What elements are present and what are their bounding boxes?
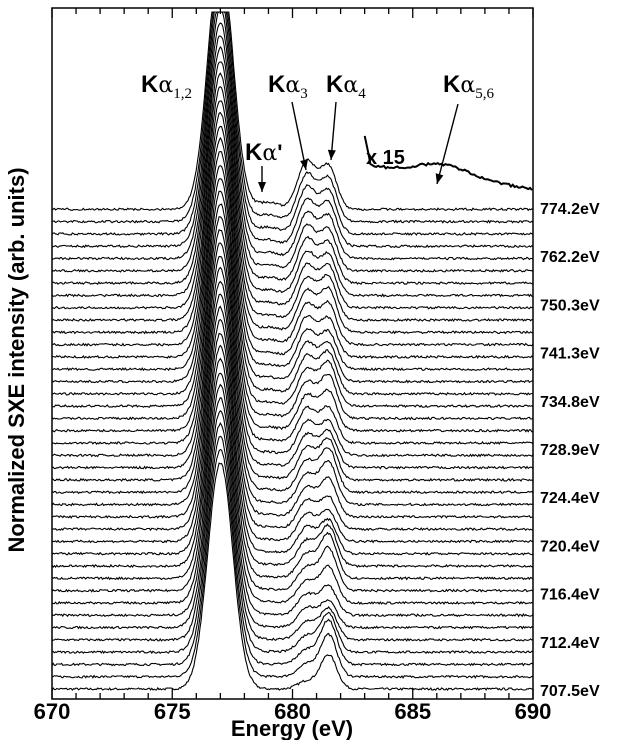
spectrum-trace [51,357,534,593]
excitation-energy-label: 707.5eV [540,683,600,700]
ka3-arrow-head [300,159,308,170]
spectrum-trace [51,11,534,212]
magnified-trace [363,135,533,191]
spectrum-trace [51,11,534,236]
spectrum-trace [51,280,534,519]
spectrum-trace [51,372,534,606]
spectrum-trace [51,136,534,384]
peak-label-ka56: Kα5,6 [443,71,494,102]
spectrum-trace [51,422,534,655]
excitation-energy-label: 712.4eV [540,635,600,652]
x-tick-label: 685 [394,699,431,724]
spectrum-trace [51,397,534,630]
spectrum-trace [51,462,534,692]
spectrum-trace [51,35,534,285]
spectrum-trace [51,72,534,323]
ka4-arrow-head [327,149,336,160]
excitation-energy-label: 734.8eV [540,394,600,411]
spectrum-trace [51,229,534,470]
spectrum-trace [51,22,534,273]
peak-label-ka12: Kα1,2 [141,71,192,102]
plot-area [51,7,534,700]
annotations: Kα1,2 Kα3 Kα4 Kα5,6 Kα' x 15 [141,71,494,192]
ka56-arrow [436,103,459,185]
ka56-arrow-head [435,173,444,184]
x-axis-title: Energy (eV) [231,716,353,740]
spectrum-trace [51,100,534,347]
y-axis-title: Normalized SXE intensity (arb. units) [4,167,29,552]
spectrum-trace [51,383,534,618]
spectrum-trace [51,11,534,249]
excitation-energy-label: 774.2eV [540,201,600,218]
spectrum-trace [51,305,534,544]
spectrum-trace [51,255,534,495]
spectrum-trace [51,86,534,335]
excitation-energy-label: 728.9eV [540,442,600,459]
x-ticks [51,8,534,699]
x-tick-label: 675 [154,699,191,724]
spectrum-trace [51,266,534,507]
magnification-label: x 15 [366,147,405,169]
spectrum-trace [51,61,534,310]
peak-label-ka3: Kα3 [268,71,308,102]
spectrum-trace [51,435,534,667]
spectrum-trace [51,242,534,482]
x-tick-labels: 670 675 680 685 690 [34,699,552,724]
magnified-tail [363,135,533,191]
spectrum-trace [51,318,534,556]
x-tick-label: 680 [274,699,311,724]
excitation-energy-label: 720.4eV [540,538,600,555]
spectrum-trace [52,111,534,359]
spectrum-trace [51,409,534,642]
spectrum-trace [51,293,534,532]
spectrum-trace [51,203,534,446]
spectrum-trace [51,216,534,458]
spectrum-trace [51,332,534,569]
plot-frame [51,7,534,700]
spectrum-trace [51,190,534,433]
excitation-energy-label: 762.2eV [540,249,600,266]
x-tick-label: 690 [515,699,552,724]
excitation-energy-label: 724.4eV [540,490,600,507]
spectrum-trace [51,178,534,421]
excitation-energy-label: 741.3eV [540,346,600,363]
kaprime-arrow-head [258,182,266,192]
spectrum-trace [51,448,533,679]
energy-labels: 707.5eV 712.4eV 716.4eV 720.4eV 724.4eV 728.9… [540,201,600,700]
peak-label-kaprime: Kα' [245,139,282,166]
excitation-energy-label: 716.4eV [540,587,600,604]
peak-label-ka4: Kα4 [326,71,366,102]
spectrum-trace [51,11,534,224]
spectrum-trace [51,11,534,261]
excitation-energy-label: 750.3eV [540,297,600,314]
spectrum-trace [51,46,534,298]
spectrum-trace [51,125,534,372]
spectrum-trace [51,344,534,581]
spectrum-trace [51,165,534,408]
x-tick-label: 670 [34,699,71,724]
spectrum-trace [51,151,534,396]
ka3-arrow [291,101,307,171]
spectra [51,11,534,692]
